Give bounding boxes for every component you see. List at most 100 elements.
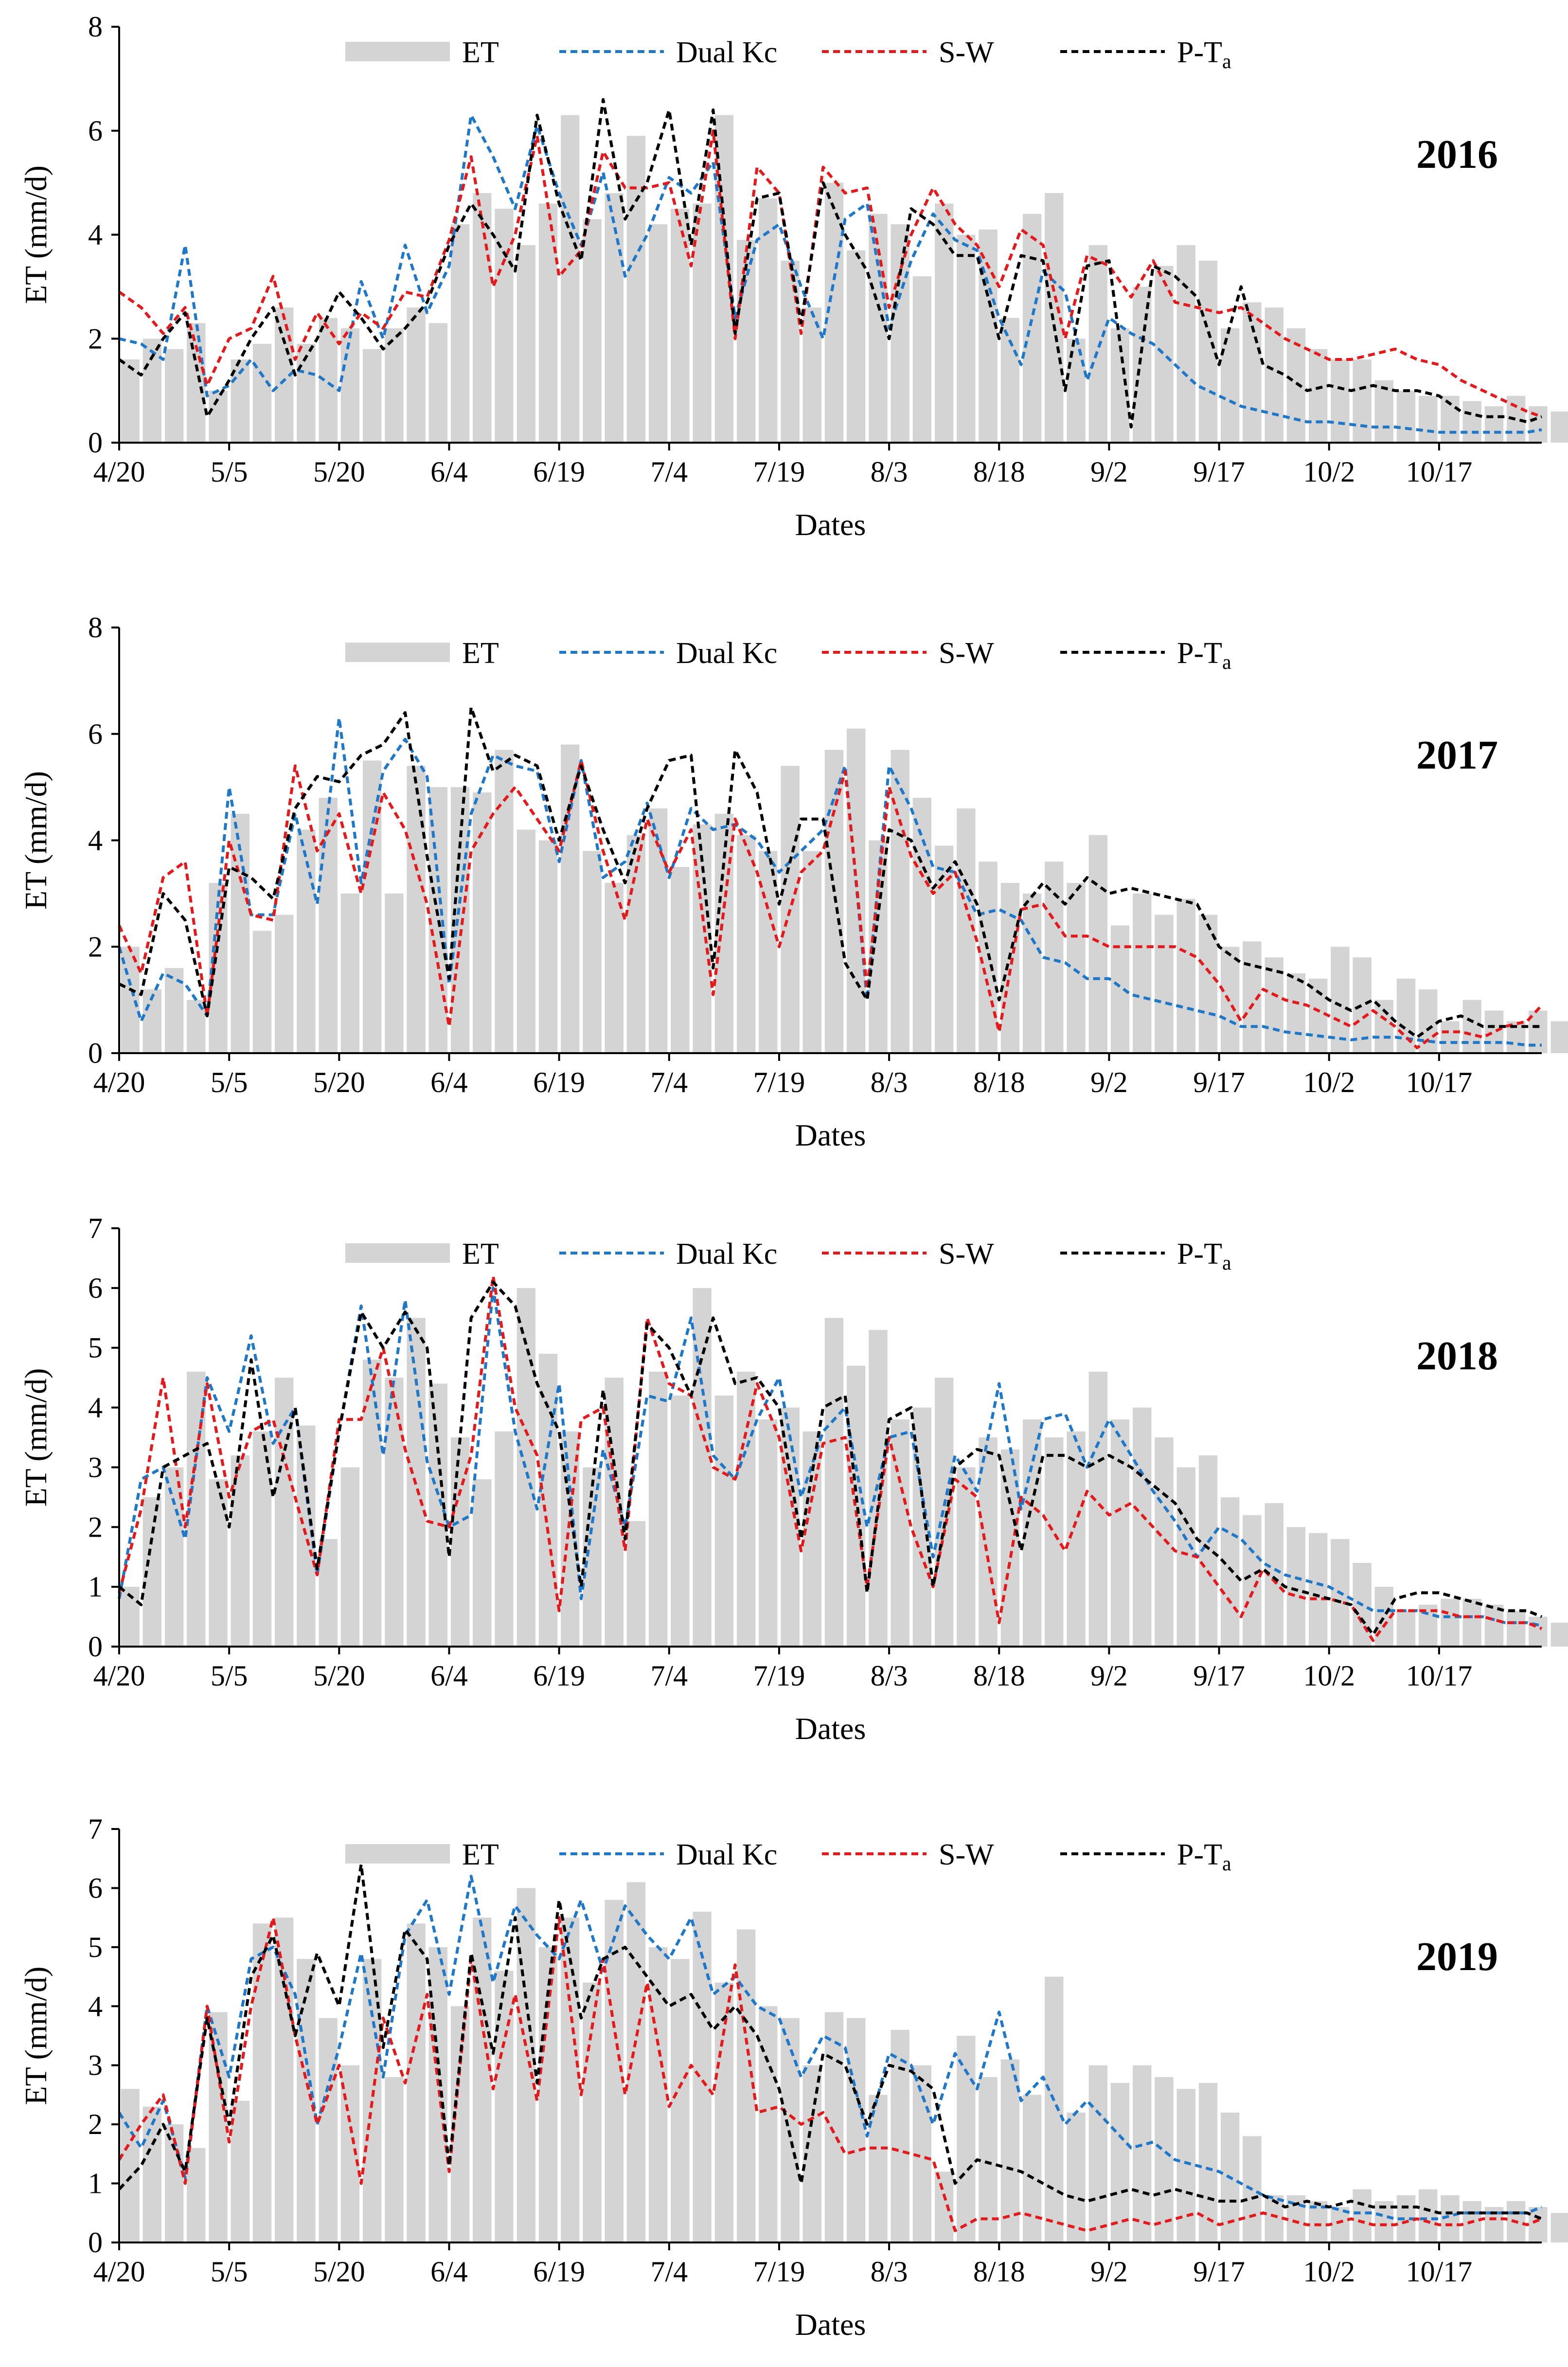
- et-bar: [428, 323, 447, 443]
- et-bar: [1133, 1407, 1152, 1647]
- et-bar: [693, 1288, 712, 1647]
- et-bar: [362, 349, 382, 443]
- series-line-dual-kc: [119, 113, 1542, 434]
- y-tick-label: 4: [88, 219, 103, 251]
- et-bar: [1221, 328, 1240, 443]
- et-bar: [297, 829, 316, 1053]
- et-bar: [143, 2106, 161, 2242]
- et-bar: [1000, 318, 1020, 443]
- et-bar: [561, 1918, 580, 2242]
- et-bar: [1155, 915, 1174, 1053]
- legend-label: P-Ta: [1177, 1838, 1231, 1875]
- et-bar: [1110, 1419, 1130, 1647]
- et-bar: [1088, 1371, 1107, 1647]
- et-bar: [912, 1407, 932, 1647]
- et-bar: [891, 750, 909, 1053]
- legend-swatch: [345, 1243, 450, 1263]
- et-bar: [538, 203, 558, 443]
- x-axis-title: Dates: [795, 2307, 866, 2342]
- et-bar: [649, 1371, 668, 1647]
- et-bar: [1176, 2089, 1195, 2242]
- et-bar: [1550, 1622, 1568, 1647]
- et-bar: [252, 1923, 272, 2242]
- legend-item-dual-kc: Dual Kc: [559, 637, 777, 670]
- legend-label: P-Ta: [1177, 637, 1231, 674]
- y-tick-label: 7: [88, 1212, 103, 1244]
- x-tick-label: 8/18: [973, 1066, 1025, 1098]
- y-axis-title: ET (mm/d): [18, 771, 53, 910]
- et-bar: [1110, 2083, 1130, 2242]
- et-bar: [824, 750, 844, 1053]
- x-tick-label: 7/19: [753, 456, 805, 488]
- et-bar: [781, 260, 800, 443]
- series-line-p-t: [118, 98, 1543, 429]
- et-bar: [1484, 406, 1504, 443]
- et-bar: [605, 193, 624, 443]
- et-bar: [1308, 978, 1328, 1053]
- et-bar: [473, 1479, 492, 1647]
- y-tick-label: 6: [88, 1872, 103, 1904]
- et-bar: [1550, 2213, 1568, 2242]
- chart-panel-2016: 0 2 4 6 8 4/20 5/5 5/20 6/4 6/19 7/4 7/19 8/3 8/18 9/2…: [18, 11, 1568, 542]
- x-tick-label: 9/2: [1090, 2256, 1128, 2288]
- et-bar: [495, 750, 514, 1053]
- et-bar: [1396, 978, 1416, 1053]
- x-tick-label: 10/2: [1303, 1066, 1355, 1098]
- et-bar: [450, 224, 470, 443]
- et-bar: [649, 808, 668, 1053]
- y-tick-label: 0: [88, 1631, 103, 1663]
- et-bar: [605, 883, 624, 1053]
- et-bar: [517, 245, 535, 443]
- et-bar: [1088, 245, 1107, 443]
- et-bar: [1462, 1000, 1481, 1053]
- legend-item-et: ET: [345, 1237, 499, 1271]
- et-bar: [1550, 1021, 1568, 1053]
- et-bar: [1529, 1616, 1548, 1647]
- legend-item-dual-kc: Dual Kc: [559, 36, 777, 69]
- x-tick-label: 8/3: [871, 1066, 908, 1098]
- et-bar: [1308, 1533, 1328, 1647]
- x-tick-label: 6/19: [533, 1066, 585, 1098]
- legend-label: S-W: [939, 1237, 994, 1271]
- et-bar: [121, 947, 140, 1054]
- series-line-p-t: [118, 706, 1542, 1039]
- et-bar: [340, 1467, 360, 1647]
- et-bar: [517, 1888, 535, 2242]
- x-tick-label: 6/19: [533, 1660, 585, 1692]
- legend-label: Dual Kc: [676, 637, 777, 670]
- y-tick-label: 5: [88, 1931, 103, 1963]
- et-bar: [935, 845, 954, 1053]
- et-bar: [561, 744, 580, 1053]
- x-tick-label: 5/20: [313, 2256, 365, 2288]
- legend-item-s-w: S-W: [822, 36, 994, 69]
- et-bar: [1484, 1010, 1504, 1053]
- legend-label: S-W: [939, 1838, 994, 1871]
- et-bar: [319, 2018, 338, 2242]
- x-tick-label: 9/2: [1090, 1660, 1128, 1692]
- et-bar: [1221, 1497, 1240, 1647]
- et-bar: [1374, 380, 1393, 443]
- et-bar: [1353, 359, 1372, 443]
- et-bar: [209, 2012, 228, 2242]
- x-tick-label: 9/2: [1090, 456, 1128, 488]
- series-line-dual-kc: [118, 716, 1542, 1047]
- et-bar: [319, 318, 338, 443]
- et-bar: [1133, 2065, 1152, 2242]
- et-bar: [1265, 2195, 1283, 2242]
- legend-item-et: ET: [345, 1838, 499, 1871]
- et-bar: [1067, 1431, 1086, 1647]
- x-tick-label: 4/20: [93, 456, 145, 488]
- et-bar: [1067, 2112, 1086, 2242]
- et-bar: [495, 209, 514, 443]
- y-tick-label: 0: [88, 427, 103, 459]
- y-tick-label: 4: [88, 1990, 103, 2022]
- et-bar: [121, 2089, 140, 2242]
- et-bar: [164, 349, 184, 443]
- y-axis-title: ET (mm/d): [18, 1967, 53, 2105]
- et-bar: [1462, 1598, 1481, 1647]
- et-bar: [671, 867, 690, 1053]
- et-bar: [407, 766, 426, 1053]
- et-bar: [935, 2171, 954, 2242]
- x-tick-label: 5/5: [211, 1660, 248, 1692]
- et-bar: [869, 2095, 888, 2242]
